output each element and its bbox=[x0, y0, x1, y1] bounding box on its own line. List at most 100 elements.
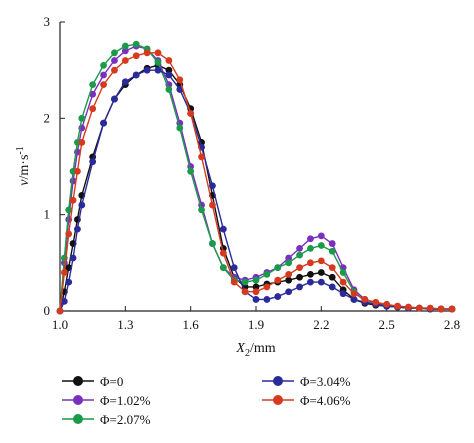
data-point bbox=[285, 254, 293, 262]
x-tick-label: 2.2 bbox=[313, 317, 329, 332]
x-tick-label: 1.9 bbox=[248, 317, 264, 332]
data-point bbox=[143, 49, 151, 57]
data-point bbox=[209, 182, 216, 190]
legend-marker bbox=[73, 395, 83, 405]
data-point bbox=[317, 269, 325, 276]
data-point bbox=[263, 296, 271, 303]
y-axis-var: v bbox=[17, 179, 32, 186]
x-axis-var: X bbox=[235, 341, 245, 356]
data-point bbox=[74, 167, 81, 175]
data-point bbox=[132, 40, 140, 48]
legend-marker bbox=[73, 376, 83, 386]
y-tick-label: 3 bbox=[44, 14, 51, 29]
data-point bbox=[328, 283, 336, 291]
legend-label: Φ=4.06% bbox=[300, 393, 351, 408]
data-point bbox=[56, 307, 64, 315]
data-point bbox=[328, 240, 336, 247]
data-point bbox=[154, 59, 162, 66]
data-point bbox=[60, 297, 68, 305]
data-point bbox=[230, 278, 238, 286]
data-point bbox=[285, 259, 293, 267]
x-axis-sub: 2 bbox=[245, 348, 250, 359]
series-2 bbox=[56, 40, 456, 315]
data-point bbox=[69, 254, 77, 262]
data-point bbox=[252, 288, 260, 296]
legend-marker bbox=[273, 395, 283, 405]
data-point bbox=[100, 71, 107, 79]
data-point bbox=[198, 206, 205, 214]
x-axis-unit: /mm bbox=[250, 341, 276, 356]
data-point bbox=[165, 57, 173, 64]
x-tick-label: 1.0 bbox=[52, 317, 68, 332]
data-point bbox=[339, 290, 347, 298]
data-point bbox=[65, 278, 73, 286]
series-4 bbox=[56, 49, 456, 315]
data-point bbox=[361, 296, 369, 303]
data-point bbox=[111, 49, 118, 57]
data-point bbox=[176, 86, 184, 93]
data-point bbox=[219, 225, 227, 233]
data-point bbox=[121, 57, 129, 64]
data-point bbox=[89, 90, 97, 98]
x-tick-label: 1.6 bbox=[183, 317, 200, 332]
data-point bbox=[372, 298, 380, 306]
data-point bbox=[121, 42, 129, 50]
data-point bbox=[219, 264, 227, 272]
data-point bbox=[317, 232, 325, 240]
legend-label: Φ=1.02% bbox=[100, 393, 151, 408]
data-point bbox=[187, 110, 195, 117]
series-group bbox=[56, 40, 456, 315]
data-point bbox=[285, 270, 293, 278]
data-point bbox=[350, 290, 358, 298]
data-point bbox=[426, 304, 434, 312]
series-line bbox=[59, 43, 452, 312]
data-point bbox=[252, 283, 260, 291]
data-point bbox=[437, 305, 445, 313]
data-point bbox=[263, 270, 271, 278]
data-point bbox=[65, 206, 73, 214]
data-point bbox=[339, 278, 347, 286]
data-point bbox=[74, 225, 81, 233]
data-point bbox=[230, 264, 238, 272]
y-tick-label: 1 bbox=[44, 207, 51, 222]
data-point bbox=[317, 257, 325, 265]
data-point bbox=[296, 244, 303, 252]
data-point bbox=[394, 302, 401, 310]
y-axis-unit: /m·s bbox=[17, 155, 32, 180]
series-line bbox=[59, 52, 452, 312]
y-axis-sup: -1 bbox=[15, 146, 26, 154]
data-point bbox=[89, 158, 97, 166]
data-point bbox=[252, 296, 260, 303]
y-tick-label: 2 bbox=[44, 110, 51, 125]
data-point bbox=[165, 66, 173, 74]
data-point bbox=[78, 139, 86, 146]
data-point bbox=[100, 119, 107, 127]
data-point bbox=[307, 278, 314, 286]
data-point bbox=[187, 167, 195, 175]
data-point bbox=[285, 276, 293, 284]
data-point bbox=[307, 259, 314, 267]
data-point bbox=[350, 296, 358, 303]
legend-label: Φ=3.04% bbox=[300, 374, 351, 389]
data-point bbox=[274, 276, 282, 284]
legend-marker bbox=[73, 414, 83, 424]
legend-marker bbox=[273, 376, 283, 386]
data-point bbox=[241, 278, 249, 286]
data-point bbox=[415, 304, 423, 312]
data-point bbox=[296, 273, 303, 281]
data-point bbox=[154, 49, 162, 57]
data-point bbox=[154, 66, 162, 74]
data-point bbox=[296, 264, 303, 272]
x-tick-label: 1.3 bbox=[117, 317, 133, 332]
data-point bbox=[307, 235, 314, 243]
y-axis-title: v/m·s-1 bbox=[15, 146, 32, 185]
data-point bbox=[405, 303, 412, 311]
x-axis-title: X2/mm bbox=[235, 341, 275, 359]
data-point bbox=[285, 288, 293, 296]
data-point bbox=[78, 201, 86, 209]
data-point bbox=[198, 153, 205, 161]
x-tick-label: 2.5 bbox=[379, 317, 395, 332]
data-point bbox=[328, 247, 336, 255]
data-point bbox=[328, 273, 336, 281]
